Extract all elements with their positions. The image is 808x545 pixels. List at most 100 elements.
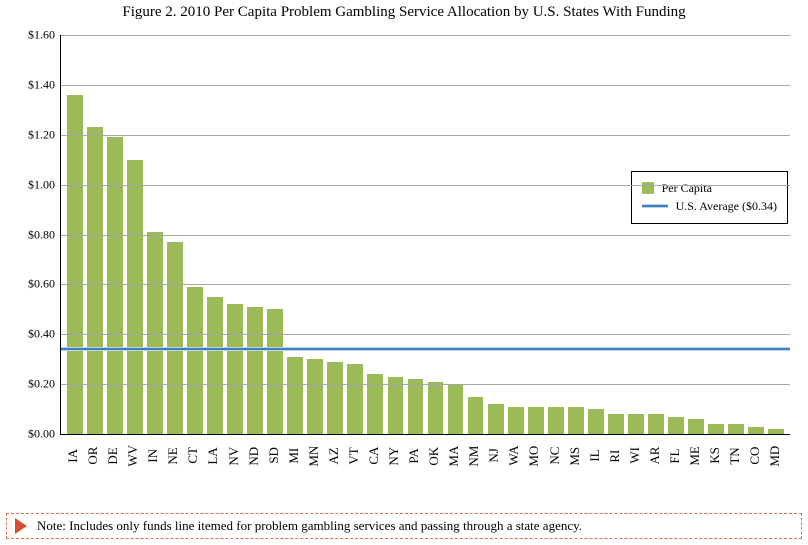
bar-ne [167,242,183,434]
y-tick-label: $1.20 [28,127,55,142]
bar-pa [408,379,424,434]
x-label: AR [648,445,664,467]
bar-nd [247,307,263,434]
x-label: WA [507,445,523,467]
y-tick-label: $1.40 [28,77,55,92]
bar-in [147,232,163,434]
x-label: SD [267,445,283,467]
x-label: IL [588,445,604,467]
gridline [61,185,790,186]
legend-series-row: Per Capita [642,181,777,196]
x-label: NY [387,445,403,467]
bar-chart: Per Capita U.S. Average ($0.34) $0.00$0.… [60,35,790,435]
y-tick-label: $0.60 [28,277,55,292]
y-tick-label: $0.20 [28,377,55,392]
y-tick-label: $0.00 [28,427,55,442]
x-label: MI [287,445,303,467]
y-tick-label: $1.60 [28,28,55,43]
legend: Per Capita U.S. Average ($0.34) [631,171,788,224]
legend-series-label: Per Capita [662,181,712,196]
bar-ks [708,424,724,434]
x-label: RI [608,445,624,467]
x-label: TN [728,445,744,467]
bar-nv [227,304,243,434]
x-label: OR [86,445,102,467]
x-label: MD [768,445,784,467]
bar-ms [568,407,584,434]
x-label: MA [447,445,463,467]
bar-wi [628,414,644,434]
bar-nj [488,404,504,434]
x-label: WV [126,445,142,467]
bar-mn [307,359,323,434]
x-axis-labels: IAORDEWVINNECTLANVNDSDMIMNAZVTCANYPAOKMA… [60,445,790,467]
x-label: KS [708,445,724,467]
legend-avg-label: U.S. Average ($0.34) [676,199,777,214]
footnote-text: Note: Includes only funds line itemed fo… [37,518,582,534]
line-icon [642,204,668,208]
bar-ct [187,287,203,434]
x-label: NV [227,445,243,467]
bar-ma [448,384,464,434]
gridline [61,235,790,236]
bar-mo [528,407,544,434]
bar-mi [287,357,303,434]
figure-title: Figure 2. 2010 Per Capita Problem Gambli… [0,0,808,21]
plot-area: Per Capita U.S. Average ($0.34) $0.00$0.… [60,35,790,435]
gridline [61,334,790,335]
bar-vt [347,364,363,434]
bar-il [588,409,604,434]
x-label: FL [668,445,684,467]
y-tick-label: $1.00 [28,177,55,192]
bar-tn [728,424,744,434]
x-label: ME [688,445,704,467]
x-label: MN [307,445,323,467]
bar-ny [388,377,404,434]
bar-or [87,127,103,434]
x-label: MS [568,445,584,467]
x-label: NJ [487,445,503,467]
x-label: IA [66,445,82,467]
x-label: MO [527,445,543,467]
gridline [61,384,790,385]
x-label: NC [548,445,564,467]
gridline [61,35,790,36]
bar-co [748,427,764,434]
footnote-box: Note: Includes only funds line itemed fo… [6,513,802,539]
x-label: LA [206,445,222,467]
bar-az [327,362,343,434]
bar-md [768,429,784,434]
x-label: CA [367,445,383,467]
bar-nm [468,397,484,434]
x-label: NE [166,445,182,467]
x-label: ND [247,445,263,467]
x-label: CT [186,445,202,467]
x-label: IN [146,445,162,467]
x-label: VT [347,445,363,467]
x-label: DE [106,445,122,467]
bar-fl [668,417,684,434]
triangle-icon [15,518,27,534]
bar-wa [508,407,524,434]
bar-la [207,297,223,434]
bar-sd [267,309,283,434]
x-label: CO [748,445,764,467]
bar-wv [127,160,143,434]
bar-de [107,137,123,434]
bar-nc [548,407,564,434]
x-label: WI [628,445,644,467]
bar-ri [608,414,624,434]
bar-ar [648,414,664,434]
bar-me [688,419,704,434]
x-label: NM [467,445,483,467]
bar-ca [367,374,383,434]
x-label: PA [407,445,423,467]
gridline [61,85,790,86]
y-tick-label: $0.40 [28,327,55,342]
bar-ia [67,95,83,434]
x-label: OK [427,445,443,467]
legend-avg-row: U.S. Average ($0.34) [642,199,777,214]
x-label: AZ [327,445,343,467]
gridline [61,284,790,285]
bar-ok [428,382,444,434]
